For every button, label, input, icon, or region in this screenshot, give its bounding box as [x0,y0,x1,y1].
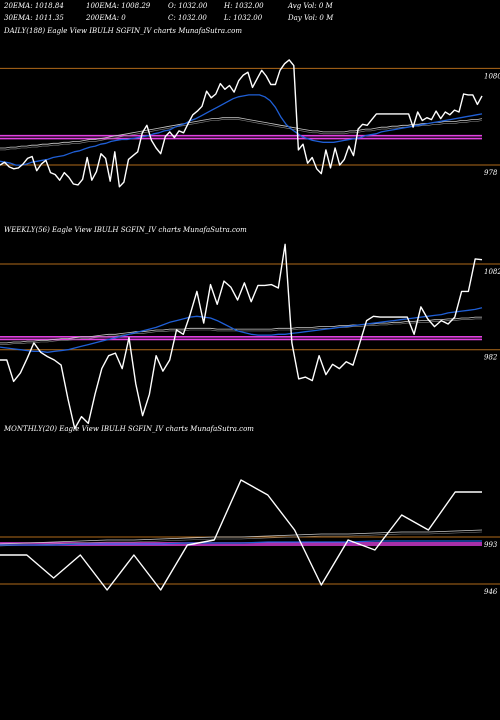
weekly-chart-title: WEEKLY(56) Eagle View IBULH SGFIN_IV cha… [4,226,247,234]
ema-slow-line-2 [0,318,482,345]
close-readout: C: 1032.00 [168,14,207,22]
tick-label-0: 993 [484,541,498,549]
tick-label-0: 1082 [484,268,500,276]
ema30-readout: 30EMA: 1011.35 [4,14,64,22]
ema-slow-line-2 [0,119,483,151]
ema-fast-line [0,307,483,353]
ema-slow-line-2 [0,531,483,547]
ema-slow-line [0,316,482,344]
price-line [0,59,483,188]
avg-vol-readout: Avg Vol: 0 M [288,2,333,10]
daily-chart-title: DAILY(188) Eagle View IBULH SGFIN_IV cha… [4,27,243,35]
ema20-readout: 20EMA: 1018.84 [4,2,64,10]
day-vol-readout: Day Vol: 0 M [288,14,334,22]
ema-fast-line [0,94,483,166]
tick-label-1: 978 [484,169,498,177]
ema-slow-line [0,529,483,545]
monthly-chart-title: MONTHLY(20) Eagle View IBULH SGFIN_IV ch… [4,425,254,433]
price-line [0,243,483,430]
ema200-readout: 200EMA: 0 [86,14,126,22]
low-readout: L: 1032.00 [224,14,263,22]
ema100-readout: 100EMA: 1008.29 [86,2,151,10]
price-line [0,479,482,591]
tick-label-1: 982 [484,354,498,362]
tick-label-1: 946 [484,588,498,596]
panel-2: 993 946 [0,479,500,596]
high-readout: H: 1032.00 [224,2,264,10]
ema-slow-line [0,117,483,149]
panel-0: 1080 978 [0,59,500,188]
ema-fast-line [0,540,482,546]
tick-label-0: 1080 [484,72,500,80]
panel-1: 1082 982 [0,243,500,430]
open-readout: O: 1032.00 [168,2,208,10]
